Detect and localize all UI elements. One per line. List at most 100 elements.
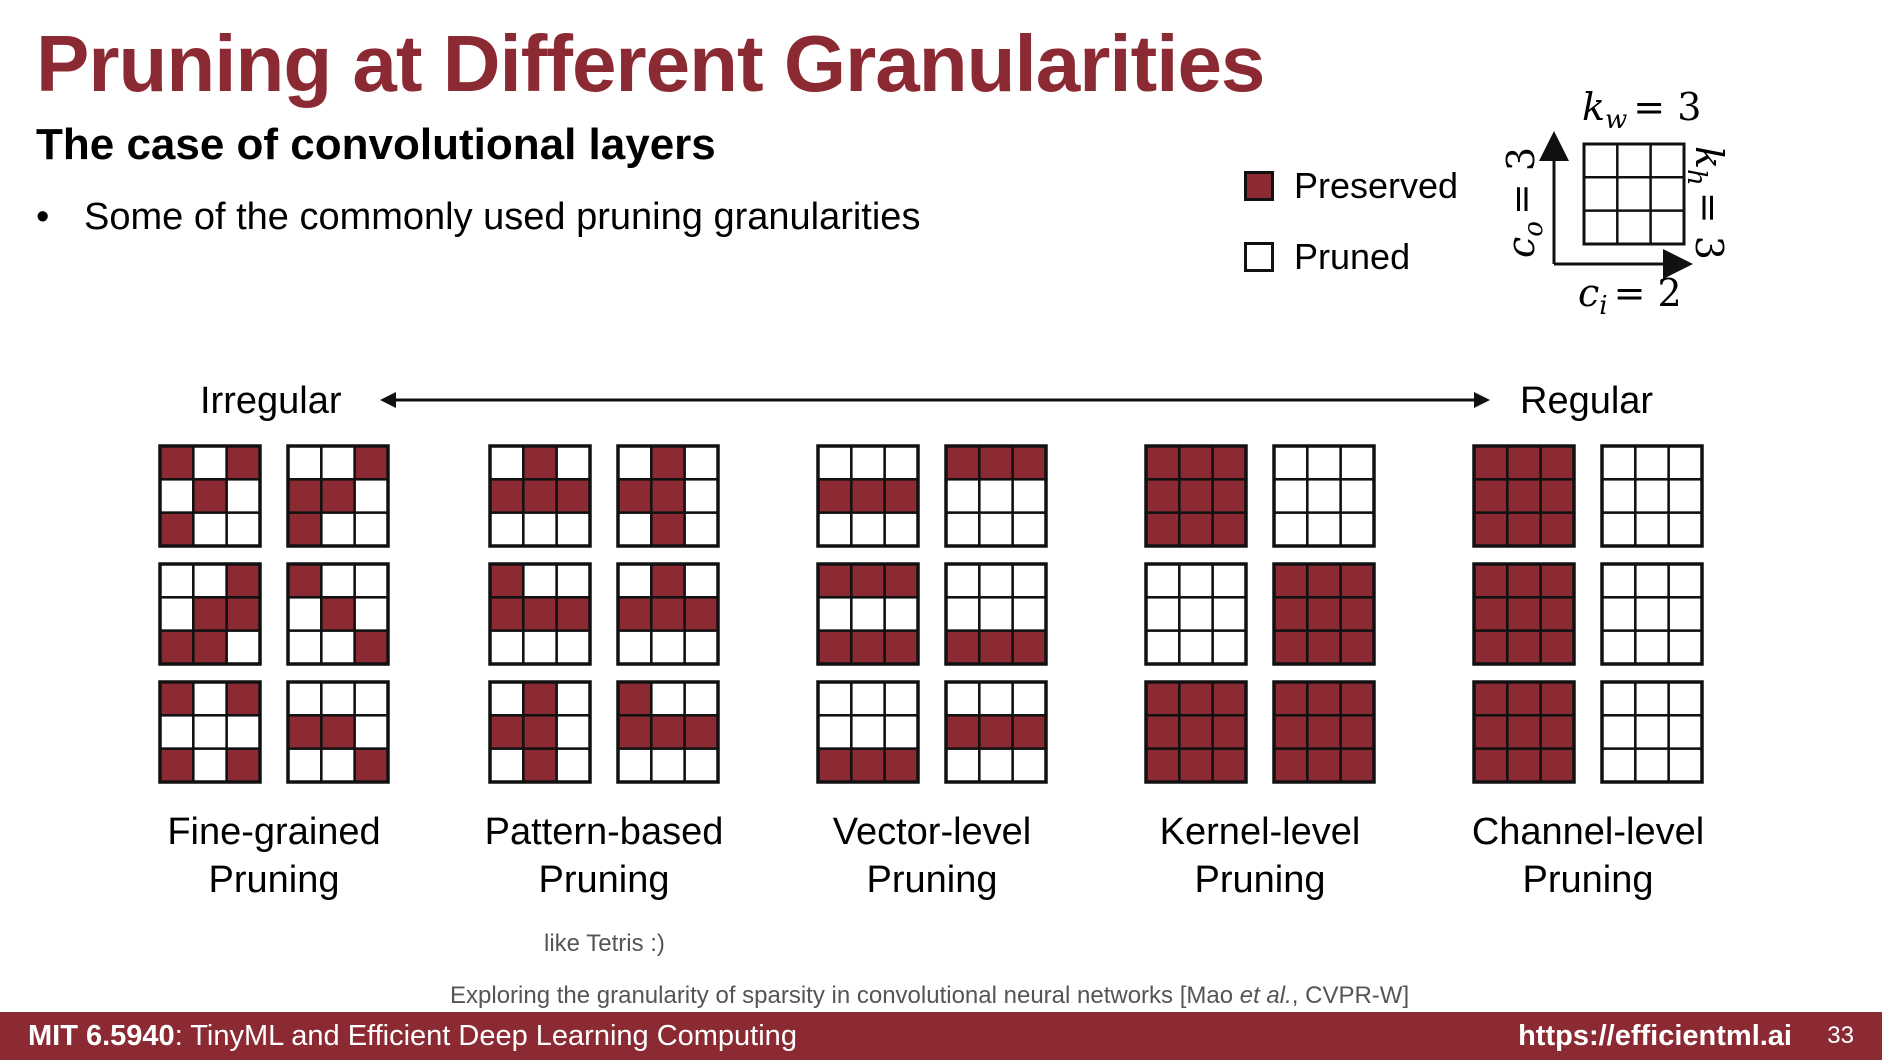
pruned-cell bbox=[978, 680, 1014, 717]
kernel-grid bbox=[1600, 444, 1704, 548]
kernel-grid bbox=[816, 680, 920, 784]
pruned-cell bbox=[1600, 714, 1637, 750]
kernel-border bbox=[816, 680, 920, 784]
pruned-cell bbox=[944, 747, 981, 784]
pruned-cell bbox=[683, 629, 720, 666]
preserved-cell bbox=[1506, 511, 1542, 548]
category-line2: Pruning bbox=[538, 859, 670, 901]
kernel-grid bbox=[616, 680, 720, 784]
pruned-cell bbox=[1667, 596, 1704, 632]
kernel-border bbox=[286, 444, 390, 548]
preserved-cell bbox=[1506, 714, 1542, 750]
kernel-grid bbox=[1472, 444, 1576, 548]
preserved-cell bbox=[1011, 444, 1048, 481]
preserved-cell bbox=[1506, 747, 1542, 784]
kernel-border bbox=[1144, 562, 1248, 666]
kernel-border bbox=[158, 444, 262, 548]
preserved-cell bbox=[353, 444, 390, 481]
preserved-cell bbox=[616, 596, 653, 632]
pruned-cell bbox=[192, 511, 228, 548]
pruned-cell bbox=[883, 714, 920, 750]
preserved-cell bbox=[225, 747, 262, 784]
pruned-cell bbox=[192, 444, 228, 481]
preserved-cell bbox=[883, 747, 920, 784]
pruned-cell bbox=[978, 511, 1014, 548]
preserved-cell bbox=[1211, 478, 1248, 514]
ci-label: ci = 2 bbox=[1578, 271, 1682, 316]
pruned-cell bbox=[1178, 562, 1214, 599]
pruned-cell bbox=[522, 511, 558, 548]
preserved-cell bbox=[1339, 680, 1376, 717]
preserved-cell bbox=[1178, 444, 1214, 481]
kernel-grid bbox=[1144, 562, 1248, 666]
preserved-cell bbox=[1144, 747, 1181, 784]
scale-label-regular: Regular bbox=[1520, 380, 1654, 422]
preserved-cell bbox=[158, 444, 195, 481]
kernel-border bbox=[616, 680, 720, 784]
kernel-grid bbox=[944, 680, 1048, 784]
pruned-cell bbox=[978, 562, 1014, 599]
preserved-cell bbox=[1211, 714, 1248, 750]
pruned-cell bbox=[616, 444, 653, 481]
kh-label: kh= 3 bbox=[1681, 146, 1731, 260]
pruned-cell bbox=[555, 714, 592, 750]
pruned-cell bbox=[1011, 596, 1048, 632]
pruned-cell bbox=[1600, 596, 1637, 632]
preserved-cell bbox=[650, 596, 686, 632]
footer-course-name: : TinyML and Efficient Deep Learning Com… bbox=[174, 1019, 797, 1052]
legend-pruned: Pruned bbox=[1244, 236, 1410, 278]
kernel-dimension-grid bbox=[1582, 142, 1686, 246]
pruned-cell bbox=[1272, 444, 1309, 481]
kernel-grid bbox=[816, 444, 920, 548]
preserved-cell bbox=[1211, 444, 1248, 481]
pruned-cell bbox=[616, 511, 653, 548]
pruned-cell bbox=[1306, 511, 1342, 548]
preserved-cell bbox=[1539, 747, 1576, 784]
preserved-cell bbox=[1306, 562, 1342, 599]
pruned-cell bbox=[850, 680, 886, 717]
preserved-cell bbox=[1306, 714, 1342, 750]
preserved-cell bbox=[1539, 562, 1576, 599]
pruned-cell bbox=[320, 511, 356, 548]
pruned-cell bbox=[286, 596, 323, 632]
preserved-cell bbox=[1144, 714, 1181, 750]
preserved-cell bbox=[158, 747, 195, 784]
preserved-cell bbox=[816, 747, 853, 784]
footer-course: MIT 6.5940: TinyML and Efficient Deep Le… bbox=[28, 1020, 797, 1053]
preserved-cell bbox=[1011, 714, 1048, 750]
kernel-grid bbox=[616, 444, 720, 548]
preserved-cell bbox=[944, 714, 981, 750]
kernel-grid bbox=[488, 444, 592, 548]
preserved-cell bbox=[320, 596, 356, 632]
preserved-cell bbox=[1144, 444, 1181, 481]
citation-suffix: , CVPR-W] bbox=[1291, 982, 1410, 1009]
preserved-cell bbox=[225, 444, 262, 481]
pruned-cell bbox=[555, 562, 592, 599]
pruned-cell bbox=[286, 444, 323, 481]
footer-url-link[interactable]: https://efficientml.ai bbox=[1518, 1019, 1792, 1052]
preserved-cell bbox=[192, 629, 228, 666]
pruned-cell bbox=[286, 629, 323, 666]
pruned-cell bbox=[192, 747, 228, 784]
pruned-cell bbox=[225, 478, 262, 514]
kernel-border bbox=[1144, 444, 1248, 548]
preserved-cell bbox=[225, 680, 262, 717]
preserved-cell bbox=[1472, 714, 1509, 750]
pruned-cell bbox=[1667, 562, 1704, 599]
bullet-dot: • bbox=[36, 196, 50, 238]
kernel-border bbox=[1272, 680, 1376, 784]
slide-title: Pruning at Different Granularities bbox=[36, 19, 1265, 108]
kernel-border bbox=[616, 444, 720, 548]
category-line1: Pattern-based bbox=[484, 811, 724, 853]
preserved-cell bbox=[1539, 511, 1576, 548]
pruned-cell bbox=[683, 680, 720, 717]
kernel-border bbox=[286, 562, 390, 666]
preserved-cell bbox=[1506, 629, 1542, 666]
category-label-pattern-based: Pattern-based Pruning bbox=[454, 808, 754, 904]
kernel-border bbox=[1600, 680, 1704, 784]
pruned-cell bbox=[353, 511, 390, 548]
kernel-grid bbox=[944, 444, 1048, 548]
preserved-cell bbox=[1472, 596, 1509, 632]
pruned-cell bbox=[286, 680, 323, 717]
pruned-cell bbox=[192, 562, 228, 599]
